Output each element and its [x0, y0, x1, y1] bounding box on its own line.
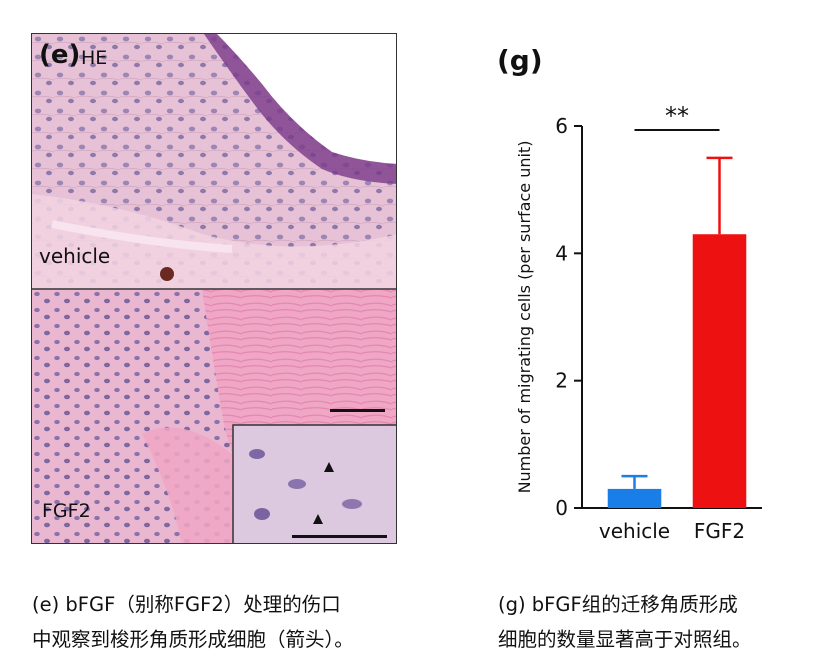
figure: (e) HE vehicle FGF2 (g) 0 2 4 6 Number of mi… — [31, 33, 790, 560]
y-tick-label-2: 4 — [555, 241, 568, 265]
x-tick-label-0: vehicle — [599, 519, 670, 543]
x-tick-label-1: FGF2 — [694, 519, 745, 543]
bar-vehicle — [607, 488, 662, 508]
stain-label: HE — [81, 47, 108, 69]
vehicle-image-label: vehicle — [39, 244, 111, 268]
panel-e-label: (e) — [39, 40, 81, 70]
fgf2-image-label: FGF2 — [42, 500, 91, 522]
caption-e-line-1: (e) bFGF（别称FGF2）处理的伤口 — [32, 593, 341, 616]
y-tick-label-3: 6 — [555, 114, 568, 138]
caption-g-line-2: 细胞的数量显著高于对照组。 — [498, 628, 752, 651]
histology-micrograph — [32, 34, 396, 543]
y-tick-label-1: 2 — [555, 369, 568, 393]
histology-image — [31, 33, 397, 544]
panel-g-label: (g) — [497, 44, 543, 77]
chart-svg: 0 2 4 6 Number of migrating cells (per surfa… — [515, 102, 762, 543]
caption-e-line-2: 中观察到梭形角质形成细胞（箭头）。 — [32, 628, 354, 651]
bar-chart: 0 2 4 6 Number of migrating cells (per surfa… — [490, 90, 790, 560]
caption-e: (e) bFGF（别称FGF2）处理的伤口 中观察到梭形角质形成细胞（箭头）。 — [32, 587, 354, 657]
bar-fgf2 — [692, 234, 747, 508]
y-axis-label: Number of migrating cells (per surface u… — [515, 141, 534, 494]
caption-g: (g) bFGF组的迁移角质形成 细胞的数量显著高于对照组。 — [498, 587, 752, 657]
y-tick-label-0: 0 — [555, 496, 568, 520]
caption-g-line-1: (g) bFGF组的迁移角质形成 — [498, 593, 738, 616]
significance-marker: ** — [665, 102, 689, 130]
